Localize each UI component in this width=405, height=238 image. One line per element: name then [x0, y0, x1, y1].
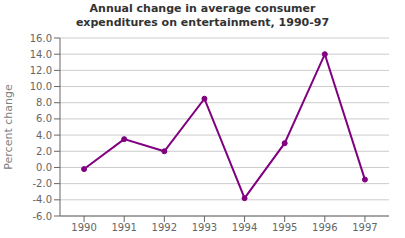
svg-text:12.0: 12.0	[30, 65, 52, 76]
svg-text:1991: 1991	[111, 222, 136, 233]
html-text:Annual change in average consu: Annual change in average consumer	[89, 2, 316, 15]
svg-text:4.0: 4.0	[36, 130, 52, 141]
svg-text:-4.0: -4.0	[32, 194, 52, 205]
svg-text:1990: 1990	[71, 222, 96, 233]
svg-text:1993: 1993	[192, 222, 217, 233]
svg-text:10.0: 10.0	[30, 81, 52, 92]
svg-text:-2.0: -2.0	[32, 178, 52, 189]
svg-text:0.0: 0.0	[36, 162, 52, 173]
svg-text:1996: 1996	[312, 222, 337, 233]
svg-text:16.0: 16.0	[30, 33, 52, 44]
svg-text:2.0: 2.0	[36, 146, 52, 157]
svg-text:1995: 1995	[272, 222, 297, 233]
html-text:expenditures on entertainment,: expenditures on entertainment, 1990-97	[75, 16, 330, 29]
svg-text:1994: 1994	[232, 222, 257, 233]
svg-text:14.0: 14.0	[30, 49, 52, 60]
svg-text:1992: 1992	[152, 222, 177, 233]
svg-text:-6.0: -6.0	[32, 211, 52, 222]
svg-text:Percent change: Percent change	[8, 84, 15, 170]
svg-text:1997: 1997	[352, 222, 377, 233]
svg-text:8.0: 8.0	[36, 97, 52, 108]
svg-text:6.0: 6.0	[36, 113, 52, 124]
